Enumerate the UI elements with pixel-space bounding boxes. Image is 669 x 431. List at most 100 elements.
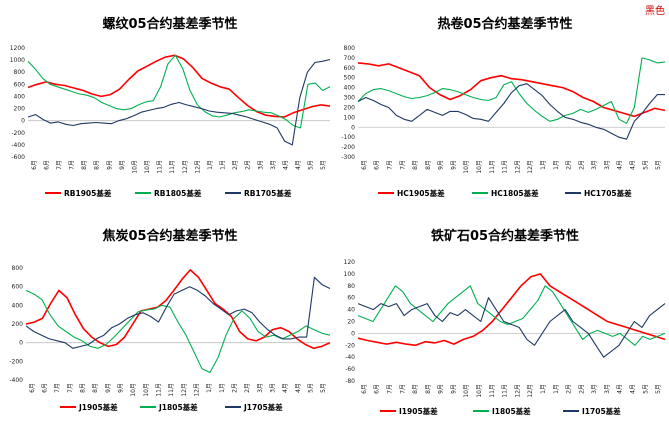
x-tick-label: 5月 bbox=[308, 383, 315, 393]
x-tick-label: 3月 bbox=[604, 384, 611, 394]
legend-label: J1805基差 bbox=[158, 402, 198, 412]
legend-label: RB1705基差 bbox=[244, 188, 292, 198]
x-tick-label: 12月 bbox=[182, 160, 189, 174]
x-tick-label: 8月 bbox=[92, 383, 99, 393]
legend-label: I1805基差 bbox=[492, 406, 531, 416]
x-tick-label: 11月 bbox=[489, 160, 496, 174]
y-tick-label: -200 bbox=[9, 358, 23, 365]
series-line-2 bbox=[27, 54, 331, 129]
x-tick-label: 9月 bbox=[450, 160, 457, 170]
series-line-1 bbox=[27, 54, 331, 118]
x-tick-label: 2月 bbox=[566, 160, 573, 170]
x-tick-label: 2月 bbox=[232, 383, 239, 393]
x-tick-label: 1月 bbox=[540, 160, 547, 170]
series-line-1 bbox=[357, 273, 666, 347]
y-tick-label: 600 bbox=[14, 81, 26, 88]
x-tick-label: 7月 bbox=[56, 160, 63, 170]
y-tick-label: 0 bbox=[19, 340, 23, 347]
series-line-3 bbox=[25, 276, 331, 349]
legend-label: RB1905基差 bbox=[64, 188, 112, 198]
x-tick-label: 12月 bbox=[194, 160, 201, 174]
y-tick-label: -600 bbox=[11, 154, 25, 161]
x-tick-label: 6月 bbox=[374, 384, 381, 394]
x-tick-label: 7月 bbox=[69, 160, 76, 170]
y-tick-label: 500 bbox=[344, 75, 356, 82]
y-tick-label: 100 bbox=[344, 271, 356, 278]
x-tick-label: 1月 bbox=[206, 383, 213, 393]
y-tick-label: -400 bbox=[9, 377, 23, 384]
y-tick-label: 800 bbox=[344, 45, 356, 52]
x-tick-label: 10月 bbox=[131, 160, 138, 174]
chart-title: 热卷05合约基差季节性 bbox=[437, 16, 572, 32]
x-tick-label: 2月 bbox=[244, 383, 251, 393]
x-tick-label: 11月 bbox=[489, 384, 496, 398]
chart-panel-1: 螺纹05合约基差季节性 1200 1000 800 600 400 200 0 -200 -400… bbox=[10, 16, 331, 198]
x-tick-label: 3月 bbox=[257, 383, 264, 393]
x-tick-label: 11月 bbox=[169, 160, 176, 174]
y-tick-label: 120 bbox=[344, 259, 356, 266]
y-tick-label: 200 bbox=[344, 104, 356, 111]
x-tick-label: 9月 bbox=[106, 160, 113, 170]
chart-panel-2: 热卷05合约基差季节性 800 700 600 500 400 300 200 100 0 -100… bbox=[341, 16, 666, 198]
series-line-3 bbox=[357, 83, 665, 140]
x-tick-label: 9月 bbox=[118, 383, 125, 393]
series-line-3 bbox=[27, 58, 331, 146]
x-tick-label: 5月 bbox=[655, 160, 662, 170]
chart-title: 螺纹05合约基差季节性 bbox=[102, 16, 237, 32]
x-tick-label: 6月 bbox=[43, 160, 50, 170]
series-line-1 bbox=[357, 62, 666, 118]
legend-label: HC1905基差 bbox=[397, 188, 445, 198]
x-tick-label: 1月 bbox=[553, 384, 560, 394]
y-tick-label: 800 bbox=[14, 69, 26, 76]
x-tick-label: 10月 bbox=[476, 160, 483, 174]
x-tick-label: 4月 bbox=[617, 160, 624, 170]
x-tick-label: 6月 bbox=[29, 383, 36, 393]
legend-label: I1705基差 bbox=[582, 406, 621, 416]
y-tick-label: 80 bbox=[347, 283, 355, 290]
x-tick-label: 4月 bbox=[282, 383, 289, 393]
y-tick-label: -200 bbox=[11, 130, 25, 137]
x-tick-label: 10月 bbox=[130, 383, 137, 397]
x-tick-label: 12月 bbox=[514, 384, 521, 398]
x-tick-label: 4月 bbox=[617, 384, 624, 394]
x-tick-label: 3月 bbox=[591, 384, 598, 394]
legend-label: J1905基差 bbox=[78, 402, 118, 412]
x-tick-label: 6月 bbox=[361, 160, 368, 170]
y-tick-label: 200 bbox=[14, 106, 26, 113]
x-tick-label: 8月 bbox=[81, 160, 88, 170]
x-tick-label: 12月 bbox=[194, 383, 201, 397]
legend-label: RB1805基差 bbox=[154, 188, 202, 198]
x-tick-label: 1月 bbox=[540, 384, 547, 394]
legend-label: HC1705基差 bbox=[584, 188, 632, 198]
series-line-1 bbox=[25, 269, 331, 350]
x-tick-label: 6月 bbox=[374, 160, 381, 170]
x-tick-label: 5月 bbox=[320, 160, 327, 170]
x-tick-label: 6月 bbox=[42, 383, 49, 393]
x-tick-label: 9月 bbox=[450, 384, 457, 394]
x-tick-label: 8月 bbox=[412, 384, 419, 394]
x-tick-label: 7月 bbox=[386, 384, 393, 394]
x-tick-label: 9月 bbox=[438, 160, 445, 170]
y-tick-label: -40 bbox=[345, 354, 355, 361]
y-tick-label: 20 bbox=[347, 319, 355, 326]
x-tick-label: 5月 bbox=[655, 384, 662, 394]
y-tick-label: 600 bbox=[12, 284, 24, 291]
x-tick-label: 8月 bbox=[80, 383, 87, 393]
x-tick-label: 1月 bbox=[220, 160, 227, 170]
y-tick-label: -60 bbox=[345, 366, 355, 373]
x-tick-label: 6月 bbox=[361, 384, 368, 394]
x-tick-label: 12月 bbox=[527, 160, 534, 174]
x-tick-label: 10月 bbox=[463, 160, 470, 174]
y-tick-label: 40 bbox=[347, 307, 355, 314]
y-tick-label: -300 bbox=[341, 154, 355, 161]
y-tick-label: 700 bbox=[344, 55, 356, 62]
chart-panel-4: 铁矿石05合约基差季节性 120 100 80 60 40 20 0 -20 -40 -60 -80 6… bbox=[344, 228, 666, 416]
x-tick-label: 7月 bbox=[399, 160, 406, 170]
x-tick-label: 8月 bbox=[412, 160, 419, 170]
x-tick-label: 4月 bbox=[630, 160, 637, 170]
x-tick-label: 3月 bbox=[257, 160, 264, 170]
y-tick-label: 0 bbox=[351, 124, 355, 131]
y-tick-label: 100 bbox=[344, 114, 356, 121]
series-line-2 bbox=[25, 289, 331, 374]
x-tick-label: 9月 bbox=[438, 384, 445, 394]
